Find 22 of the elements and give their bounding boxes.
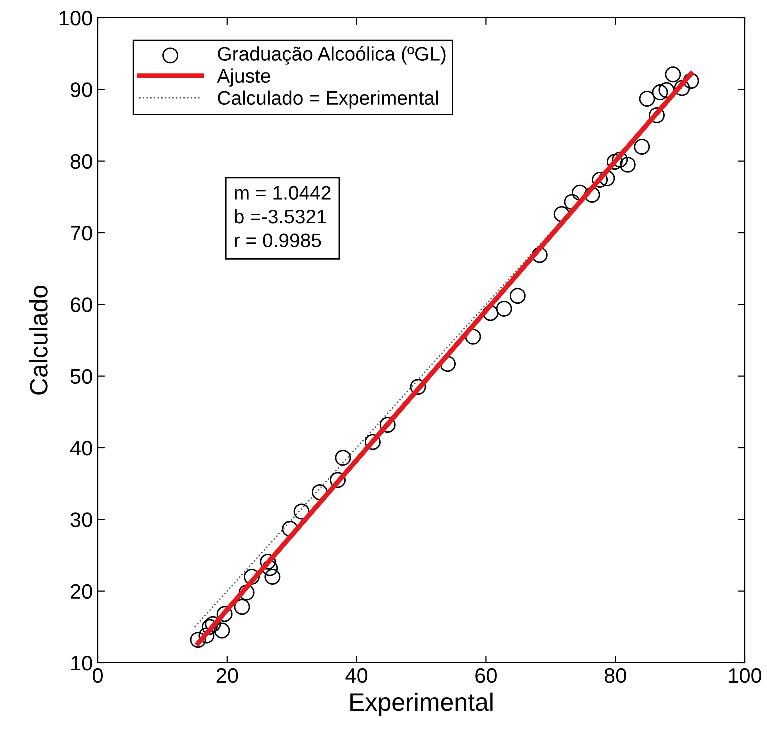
legend-label: Calculado = Experimental (218, 90, 438, 109)
y-axis-title: Calculado (30, 286, 48, 395)
legend-label: Ajuste (217, 68, 270, 87)
x-tick-label: 80 (604, 668, 626, 684)
y-tick-label: 70 (71, 226, 92, 241)
y-tick-label: 80 (70, 154, 92, 170)
y-tick-label: 90 (70, 82, 92, 98)
y-tick-label: 40 (70, 441, 92, 456)
y-tick-label: 60 (71, 298, 92, 312)
y-tick-label: 50 (70, 369, 92, 384)
x-tick-label: 20 (216, 668, 238, 684)
y-tick-label: 100 (60, 11, 92, 26)
y-tick-label: 30 (70, 512, 92, 528)
annotation: m = 1.0442 b =-3.5321 r = 0.9985 (235, 186, 331, 248)
x-tick-label: 0 (93, 668, 103, 684)
y-tick-label: 10 (72, 656, 92, 671)
x-axis-title: Experimental (350, 692, 493, 716)
y-tick-label: 20 (71, 584, 92, 600)
legend-label: Graduação Alcoólica (ºGL) (218, 46, 446, 65)
x-tick-label: 40 (346, 668, 368, 684)
x-tick-label: 60 (476, 668, 497, 684)
x-tick-label: 100 (729, 668, 762, 684)
